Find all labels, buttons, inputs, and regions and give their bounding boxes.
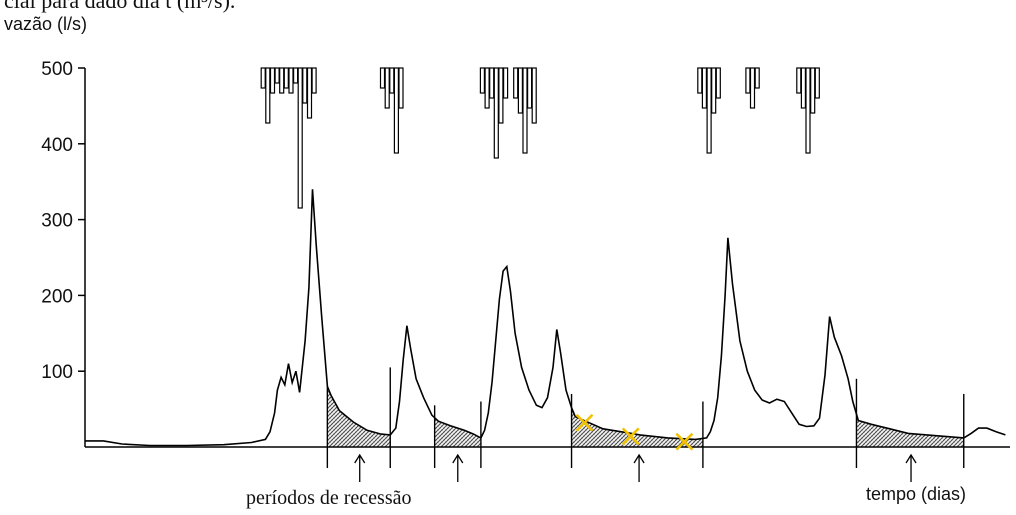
rainfall-bar [715,67,721,99]
y-axis-label: vazão (l/s) [4,14,87,34]
recession-area [434,417,481,447]
rainfall-bar [302,67,308,104]
rainfall-bar [526,67,533,109]
rainfall-bar [311,67,317,94]
rainfall-bar [749,67,756,109]
rainfall-bar [279,67,285,94]
rainfall-bar [796,67,802,94]
rainfall-bar [260,67,266,89]
rainfall-bar [522,67,528,154]
rainfall-bar [706,67,712,154]
recession-areas [327,386,964,447]
recession-area [327,386,391,447]
x-marker-stroke [621,427,640,446]
rainfall-bar [293,67,299,84]
rainfall-bar [283,67,289,89]
x-marker [575,413,594,432]
rainfall-bar [269,67,276,94]
rainfall-bar [810,67,816,114]
rainfall-bar [274,67,280,84]
rainfall-bar [288,67,294,94]
recession-arrows [354,453,917,482]
y-ticks: 500 400 300 200 100 [41,59,85,383]
rainfall-bar [701,67,708,109]
x-axis-label: tempo (dias) [866,484,966,504]
rainfall-bar [754,67,760,89]
y-tick-label: 300 [41,211,73,232]
hydrograph-line [85,189,1006,447]
rainfall-bar [531,67,537,124]
rainfall-bar [697,67,703,94]
x-marker [621,427,640,446]
rainfall-bar [517,67,524,114]
rainfall-bar [814,67,820,99]
y-tick-label: 500 [41,59,73,80]
up-arrow-head [633,453,645,464]
rainfall-bar [498,67,504,124]
up-arrow-head [452,453,464,464]
rainfall-bar [393,67,399,154]
rainfall-bar [745,67,751,94]
rainfall-bar [265,67,271,124]
rainfall-bar [384,67,390,109]
x-markers [575,413,694,451]
rainfall-bar [306,67,313,119]
recession-separators [326,367,965,468]
rainfall-bar [711,67,717,114]
clipped-top-text: cial para dado dia t (m³/s). [4,0,235,13]
y-tick-label: 400 [41,135,73,156]
rainfall-bar [489,67,495,99]
rainfall-bar [297,67,303,209]
recession-area [571,407,703,447]
up-arrow-head [354,453,366,464]
rainfall-bar [493,67,499,159]
rainfall-bar [484,67,490,109]
y-tick-label: 200 [41,286,73,307]
x-marker-stroke [575,413,594,432]
rainfall-bar [513,67,519,99]
recession-annotation: períodos de recessão [246,487,412,509]
rainfall-bar [379,67,386,89]
rainfall-bar [805,67,811,154]
up-arrow-head [905,453,917,464]
rainfall-bar [479,67,485,94]
x-marker-stroke [675,432,694,451]
rainfall-bar [503,67,509,99]
x-marker [675,432,694,451]
y-tick-label: 100 [41,362,73,383]
rainfall-bar [800,67,807,109]
rainfall-bar [398,67,404,109]
rainfall-bars [260,67,820,209]
recession-area [856,414,964,447]
rainfall-bar [389,67,395,94]
